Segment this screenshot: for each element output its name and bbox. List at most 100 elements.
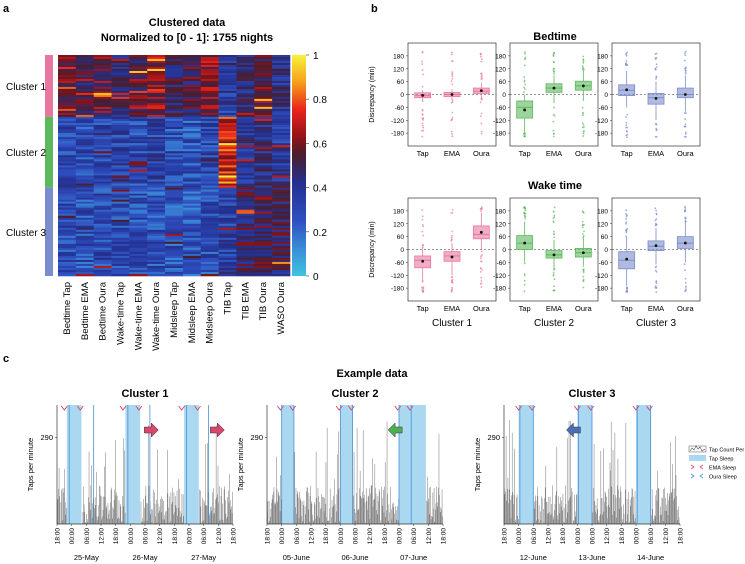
heatmap-cell <box>165 98 184 102</box>
tap-count-bar <box>82 512 84 524</box>
heatmap-cell <box>129 80 148 84</box>
heatmap-cell <box>129 273 148 277</box>
heatmap-cell <box>218 213 237 217</box>
tap-count-bar <box>294 452 296 524</box>
tap-count-bar <box>224 486 225 524</box>
heatmap-cell <box>93 273 112 277</box>
heatmap-cell <box>272 149 291 152</box>
heatmap-cell <box>75 74 94 78</box>
heatmap-cell <box>75 139 94 142</box>
heatmap-cell <box>236 157 255 160</box>
heatmap-cell <box>147 261 166 265</box>
heatmap-cell <box>111 135 130 138</box>
tap-count-bar <box>556 447 558 524</box>
heatmap-cell <box>218 60 237 64</box>
tap-count-bar <box>123 438 124 524</box>
tap-count-bar <box>298 497 299 524</box>
heatmap-cell <box>111 241 130 245</box>
heatmap-cell <box>93 201 112 204</box>
heatmap-cell <box>165 181 184 184</box>
boxplot-ytick-label: 0 <box>604 92 608 99</box>
boxplot-outlier <box>451 101 454 103</box>
example-xtick-label: 06:00 <box>648 528 655 545</box>
heatmap-cell <box>93 163 112 166</box>
heatmap-cell <box>218 215 237 219</box>
heatmap-cell <box>147 259 166 263</box>
heatmap-cell <box>58 80 77 84</box>
heatmap-cell <box>236 126 255 130</box>
tap-count-bar <box>88 497 89 524</box>
tap-count-bar <box>432 516 433 524</box>
heatmap-cell <box>129 70 148 74</box>
heatmap-cell <box>93 243 112 247</box>
heatmap-cell <box>129 239 148 243</box>
heatmap-cell <box>111 199 130 202</box>
tap-count-bar <box>64 502 66 524</box>
heatmap-cell <box>147 84 166 88</box>
tap-count-bar <box>593 444 595 524</box>
heatmap-cell <box>236 86 255 90</box>
example-xtick-label: 00:00 <box>516 528 523 545</box>
heatmap-cell <box>58 108 77 112</box>
example-ytick-label: 290 <box>487 433 500 442</box>
tap-count-bar <box>201 521 203 524</box>
heatmap-cell <box>200 195 219 198</box>
tap-count-bar <box>633 496 635 524</box>
heatmap-cell <box>147 199 166 202</box>
heatmap-cell <box>93 185 112 188</box>
heatmap-cell <box>111 209 130 213</box>
tap-count-bar <box>300 498 301 524</box>
heatmap-cell <box>147 171 166 174</box>
boxplot-outlier <box>685 112 687 115</box>
example-xtick-label: 00:00 <box>397 528 404 545</box>
heatmap-cell <box>93 124 112 128</box>
tap-count-bar <box>157 503 159 524</box>
boxplot-outlier <box>655 122 657 125</box>
heatmap-cell <box>58 213 77 217</box>
tap-count-bar <box>295 507 296 524</box>
boxplot-outlier <box>553 285 556 288</box>
tap-count-bar <box>570 496 572 524</box>
heatmap-cell <box>218 147 237 150</box>
tap-count-bar <box>656 490 657 524</box>
tap-count-bar <box>624 523 625 524</box>
heatmap-cell <box>200 205 219 208</box>
tap-count-bar <box>300 500 302 524</box>
legend-swatch-bar <box>689 445 706 452</box>
tap-count-bar <box>303 505 304 524</box>
example-xtick-label: 12:00 <box>426 528 433 545</box>
tap-count-bar <box>363 498 365 524</box>
heatmap-cell <box>147 96 166 100</box>
tap-count-bar <box>61 488 63 524</box>
heatmap-cell <box>200 116 219 120</box>
heatmap-cell <box>75 141 94 144</box>
heatmap-cell <box>75 237 94 241</box>
tap-count-bar <box>554 504 556 524</box>
heatmap-cell <box>75 64 94 68</box>
boxplot-outlier <box>625 115 627 118</box>
example-xtick-label: 12:00 <box>367 528 374 545</box>
heatmap-cell <box>58 199 77 202</box>
heatmap-cell <box>218 58 237 62</box>
heatmap-cell <box>218 66 237 70</box>
tap-count-bar <box>504 494 506 524</box>
boxplot-outlier <box>450 281 453 283</box>
boxplot-outlier <box>552 274 555 277</box>
boxplot-outlier <box>479 55 482 58</box>
heatmap-cell <box>272 259 291 263</box>
heatmap-cell <box>147 167 166 170</box>
heatmap-cell <box>254 173 273 176</box>
heatmap-cell <box>93 66 112 70</box>
heatmap-cell <box>200 108 219 112</box>
tap-count-bar <box>598 520 599 524</box>
boxplot-outlier <box>552 135 555 138</box>
example-xtick-label: 06:00 <box>411 528 418 545</box>
heatmap-cell <box>58 94 77 98</box>
heatmap-cell <box>58 211 77 215</box>
heatmap-cell <box>165 92 184 96</box>
heatmap-cell <box>272 100 291 104</box>
heatmap-cell <box>272 257 291 261</box>
heatmap-cell <box>218 217 237 221</box>
tap-count-bar <box>573 520 574 524</box>
heatmap-cell <box>182 112 202 116</box>
